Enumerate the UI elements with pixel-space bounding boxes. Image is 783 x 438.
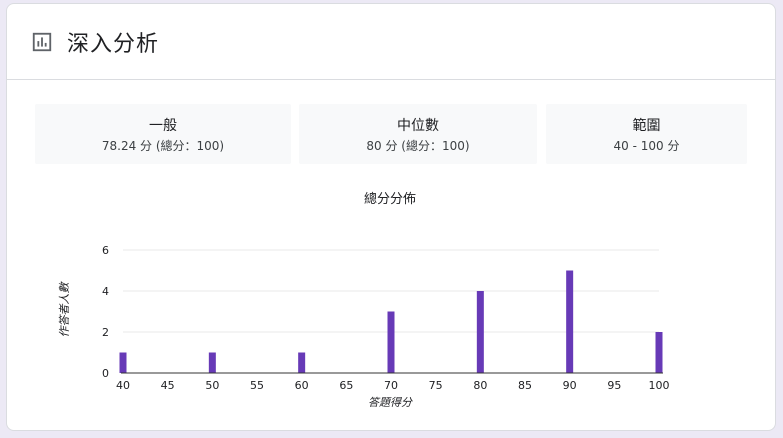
bar-80[interactable] — [476, 291, 484, 373]
y-tick-label: 4 — [102, 285, 109, 298]
x-tick-label: 75 — [429, 379, 443, 392]
y-tick-label: 2 — [102, 326, 109, 339]
page-title: 深入分析 — [67, 31, 160, 57]
score-distribution-chart: 總分分佈 0 2 4 6 40 45 50 55 60 65 70 75 80 85 90 95 100 作答者… — [58, 191, 670, 409]
card-header: 深入分析 — [7, 4, 775, 80]
x-axis-label: 答題得分 — [368, 396, 413, 409]
insights-card: 深入分析 一般 78.24 分 (總分：100) 中位數 80 分 (總分：10… — [6, 3, 776, 431]
bar-chart-icon — [32, 32, 52, 51]
stat-average-title: 一般 — [149, 118, 177, 134]
x-tick-label: 85 — [518, 379, 532, 392]
x-tick-label: 65 — [339, 379, 353, 392]
y-tick-label: 0 — [102, 367, 109, 380]
stat-median-value: 80 分 (總分：100) — [366, 139, 470, 153]
x-tick-label: 90 — [563, 379, 577, 392]
stats-row: 一般 78.24 分 (總分：100) 中位數 80 分 (總分：100) 範圍… — [7, 104, 775, 166]
chart-title: 總分分佈 — [364, 191, 416, 207]
x-tick-label: 40 — [116, 379, 130, 392]
x-tick-label: 80 — [473, 379, 487, 392]
stat-median: 中位數 80 分 (總分：100) — [299, 104, 537, 164]
stat-range: 範圍 40 - 100 分 — [546, 104, 747, 164]
bar-40[interactable] — [119, 352, 127, 374]
x-tick-label: 60 — [295, 379, 309, 392]
x-tick-label: 45 — [161, 379, 175, 392]
bar-90[interactable] — [566, 270, 574, 374]
stat-average: 一般 78.24 分 (總分：100) — [35, 104, 291, 164]
stat-average-value: 78.24 分 (總分：100) — [101, 139, 225, 153]
x-tick-label: 100 — [649, 379, 670, 392]
y-tick-label: 6 — [102, 244, 109, 257]
stat-range-value: 40 - 100 分 — [613, 139, 680, 153]
bar-60[interactable] — [298, 352, 306, 374]
y-axis-label: 作答者人數 — [58, 281, 71, 338]
x-tick-label: 50 — [205, 379, 219, 392]
stat-median-title: 中位數 — [397, 118, 439, 134]
bar-50[interactable] — [208, 352, 216, 374]
bar-100[interactable] — [655, 332, 663, 373]
x-tick-label: 70 — [384, 379, 398, 392]
bar-70[interactable] — [387, 311, 395, 374]
x-tick-label: 95 — [607, 379, 621, 392]
x-tick-label: 55 — [250, 379, 264, 392]
stat-range-title: 範圍 — [632, 118, 661, 134]
